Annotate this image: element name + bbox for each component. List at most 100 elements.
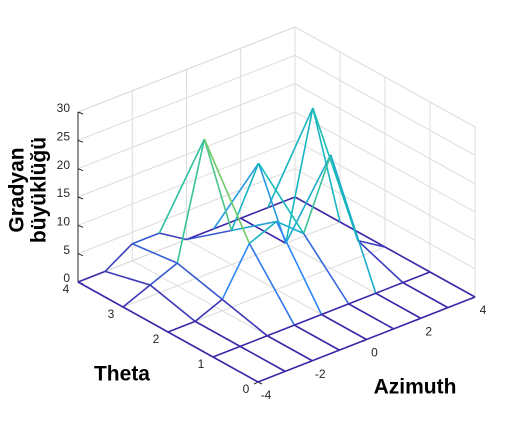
- z-tick-label: 5: [63, 243, 70, 257]
- mesh-line: [420, 306, 449, 319]
- mesh-line: [257, 370, 286, 383]
- x-tick-label: 2: [425, 324, 432, 338]
- mesh-line: [348, 303, 395, 330]
- mesh-line: [284, 360, 313, 373]
- z-axis-label: büyüklüğü: [28, 137, 51, 243]
- mesh-line: [248, 220, 278, 245]
- mesh-line: [248, 243, 296, 326]
- mesh-line: [311, 349, 340, 362]
- mesh-line: [203, 138, 251, 244]
- x-axis-label: Azimuth: [374, 376, 457, 399]
- mesh-line: [231, 220, 277, 232]
- z-tick-label: 20: [57, 158, 71, 172]
- mesh-line: [302, 233, 350, 305]
- grid-line: [77, 139, 296, 226]
- mesh-line: [276, 220, 304, 235]
- mesh-line: [167, 331, 214, 358]
- mesh-line: [402, 281, 449, 309]
- mesh-line: [230, 162, 260, 231]
- x-tick-label: -2: [315, 367, 326, 381]
- mesh-line: [167, 320, 196, 333]
- mesh-line: [176, 262, 223, 301]
- y-axis-label: Theta: [94, 363, 150, 386]
- mesh-line: [122, 306, 169, 333]
- mesh-line: [266, 324, 295, 337]
- mesh-line: [221, 243, 251, 300]
- z-tick: [77, 111, 84, 115]
- mesh-line: [239, 335, 268, 348]
- mesh-line: [284, 107, 314, 244]
- mesh-line: [122, 284, 151, 308]
- mesh-line: [275, 221, 323, 315]
- grid-line: [294, 168, 476, 270]
- y-tick-label: 3: [108, 307, 115, 321]
- x-tick-label: -4: [261, 388, 272, 402]
- grid-line: [167, 246, 386, 333]
- mesh-line: [239, 345, 286, 373]
- mesh-line: [429, 271, 476, 298]
- mesh-line: [257, 162, 305, 234]
- mesh-line: [240, 217, 287, 244]
- z-tick: [77, 168, 84, 172]
- mesh-line: [212, 162, 260, 230]
- mesh-line: [203, 138, 233, 231]
- mesh-line: [266, 335, 313, 362]
- mesh-line: [329, 154, 377, 294]
- x-tick-label: 4: [480, 303, 487, 317]
- grid-line: [77, 54, 296, 141]
- mesh-line: [131, 232, 160, 245]
- mesh-line: [77, 270, 106, 283]
- mesh-line: [212, 356, 259, 383]
- z-tick: [77, 253, 84, 257]
- mesh-line: [357, 240, 404, 284]
- mesh-line: [158, 138, 206, 234]
- mesh-line: [339, 221, 386, 248]
- mesh-line: [339, 338, 367, 351]
- mesh-line: [447, 296, 476, 309]
- mesh-line: [194, 298, 223, 322]
- z-tick: [77, 224, 84, 228]
- grid-line: [77, 26, 296, 113]
- z-tick-label: 15: [57, 186, 71, 200]
- mesh-line: [302, 154, 332, 234]
- mesh-line: [348, 292, 377, 305]
- y-tick-label: 0: [243, 382, 250, 396]
- mesh-line: [131, 243, 178, 264]
- grid-line: [77, 83, 296, 170]
- mesh-line: [240, 206, 269, 219]
- mesh-line: [194, 320, 241, 348]
- mesh-line: [402, 271, 431, 284]
- mesh-line: [212, 345, 241, 358]
- mesh-line: [176, 138, 206, 264]
- grid-line: [77, 111, 296, 198]
- x-tick-label: 0: [371, 346, 378, 360]
- mesh-line: [375, 281, 404, 294]
- mesh-line: [375, 292, 422, 319]
- z-tick-label: 30: [57, 101, 71, 115]
- mesh-line: [149, 262, 178, 286]
- y-tick-label: 4: [63, 282, 70, 296]
- mesh-line: [294, 196, 341, 223]
- z-tick-label: 10: [57, 215, 71, 229]
- mesh-line: [321, 303, 349, 316]
- y-tick-label: 1: [198, 357, 205, 371]
- grid-line: [294, 26, 476, 128]
- grid-line: [77, 168, 296, 255]
- z-axis-label: Gradyan: [6, 147, 29, 232]
- z-tick: [77, 139, 84, 143]
- mesh-line: [321, 313, 367, 341]
- mesh-line: [221, 298, 268, 337]
- mesh-line: [267, 107, 314, 208]
- mesh-line: [294, 313, 322, 326]
- z-tick-label: 25: [57, 130, 71, 144]
- mesh-line: [149, 284, 196, 322]
- mesh-line: [104, 270, 151, 286]
- mesh-line: [77, 281, 124, 308]
- mesh-line: [293, 324, 340, 351]
- mesh-line: [285, 154, 332, 244]
- y-tick-label: 2: [153, 332, 160, 346]
- mesh-line: [366, 328, 394, 341]
- grid-line: [294, 83, 476, 185]
- z-tick: [77, 196, 84, 200]
